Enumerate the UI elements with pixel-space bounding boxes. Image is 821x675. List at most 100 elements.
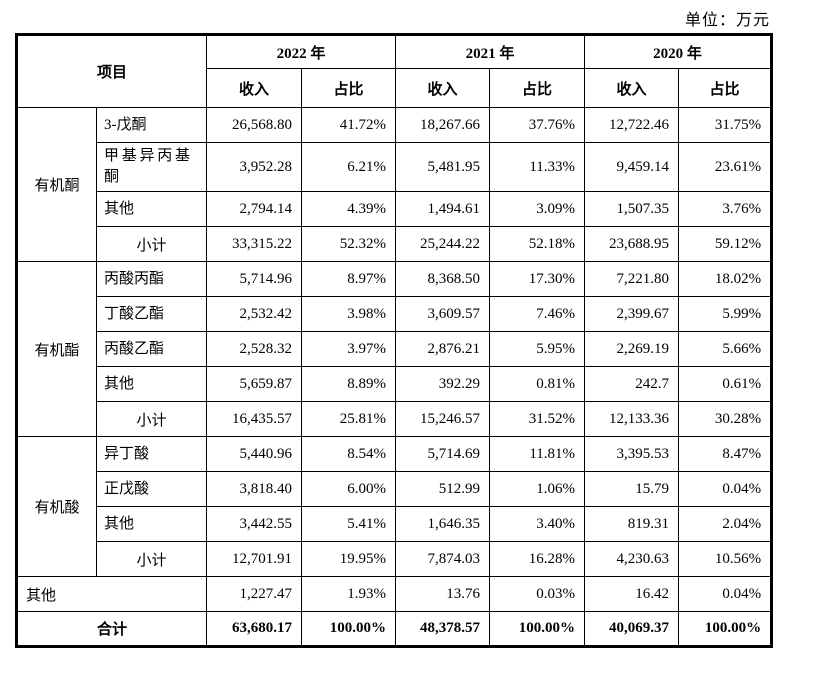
table-row: 其他 2,794.14 4.39% 1,494.61 3.09% 1,507.3… [17,191,773,227]
share-2020-cell: 10.56% [678,541,773,577]
share-2021-cell: 37.76% [489,107,586,143]
share-2020-cell: 2.04% [678,506,773,542]
subtotal-row: 小计 16,435.57 25.81% 15,246.57 31.52% 12,… [17,401,773,437]
share-2021-cell: 5.95% [489,331,586,367]
category-cell-esters: 有机酯 [16,261,97,437]
share-2022-cell: 6.00% [301,471,397,507]
revenue-2022-cell: 12,701.91 [206,541,303,577]
header-item: 项目 [15,34,208,108]
header-revenue-2020: 收入 [584,68,680,108]
revenue-2020-cell: 819.31 [584,506,680,542]
product-cell: 丙酸丙酯 [95,261,208,297]
share-2022-cell: 3.98% [301,296,397,332]
share-2021-cell: 3.40% [489,506,586,542]
header-year-2021: 2021 年 [395,34,586,69]
share-2020-cell: 0.61% [678,366,773,402]
revenue-2020-cell: 3,395.53 [584,436,680,472]
revenue-2020-cell: 2,399.67 [584,296,680,332]
product-cell: 异丁酸 [95,436,208,472]
other-row: 其他 1,227.47 1.93% 13.76 0.03% 16.42 0.04… [15,576,773,612]
unit-label: 单位：万元 [684,12,770,29]
revenue-2021-cell: 8,368.50 [395,261,491,297]
revenue-breakdown-table: 项目 2022 年 2021 年 2020 年 收入 占比 收入 占比 收入 占… [15,33,774,648]
share-2020-cell: 59.12% [678,226,773,262]
share-2020-cell: 23.61% [678,142,773,192]
header-revenue-2021: 收入 [395,68,491,108]
other-label-cell: 其他 [15,576,208,612]
product-cell: 3-戊酮 [95,107,208,143]
revenue-2020-cell: 2,269.19 [584,331,680,367]
revenue-2022-cell: 26,568.80 [206,107,303,143]
product-cell: 丁酸乙酯 [95,296,208,332]
share-2021-cell: 1.06% [489,471,586,507]
revenue-2021-cell: 48,378.57 [395,611,491,647]
revenue-2020-cell: 7,221.80 [584,261,680,297]
product-cell: 丙酸乙酯 [95,331,208,367]
table-row: 有机酮 3-戊酮 26,568.80 41.72% 18,267.66 37.7… [16,107,773,262]
share-2022-cell: 5.41% [301,506,397,542]
revenue-2021-cell: 25,244.22 [395,226,491,262]
revenue-2021-cell: 13.76 [395,576,491,612]
revenue-2022-cell: 63,680.17 [206,611,303,647]
header-row-subcolumns: 收入 占比 收入 占比 收入 占比 [17,68,773,108]
subtotal-label-cell: 小计 [95,401,208,437]
share-2022-cell: 41.72% [301,107,397,143]
share-2022-cell: 100.00% [301,611,397,647]
product-cell: 其他 [95,506,208,542]
revenue-2022-cell: 2,528.32 [206,331,303,367]
table-row: 丁酸乙酯 2,532.42 3.98% 3,609.57 7.46% 2,399… [17,296,773,332]
revenue-2021-cell: 392.29 [395,366,491,402]
share-2021-cell: 17.30% [489,261,586,297]
table-row: 丙酸乙酯 2,528.32 3.97% 2,876.21 5.95% 2,269… [17,331,773,367]
revenue-2022-cell: 16,435.57 [206,401,303,437]
category-cell-ketones: 有机酮 [16,107,97,262]
revenue-2021-cell: 512.99 [395,471,491,507]
share-2021-cell: 11.33% [489,142,586,192]
share-2020-cell: 3.76% [678,191,773,227]
share-2020-cell: 100.00% [678,611,773,647]
revenue-2020-cell: 23,688.95 [584,226,680,262]
share-2020-cell: 8.47% [678,436,773,472]
share-2022-cell: 8.89% [301,366,397,402]
header-share-2022: 占比 [301,68,397,108]
share-2020-cell: 31.75% [678,107,773,143]
share-2022-cell: 8.97% [301,261,397,297]
revenue-2022-cell: 2,794.14 [206,191,303,227]
subtotal-row: 小计 33,315.22 52.32% 25,244.22 52.18% 23,… [17,226,773,262]
revenue-2022-cell: 3,952.28 [206,142,303,192]
revenue-2021-cell: 2,876.21 [395,331,491,367]
revenue-2021-cell: 5,714.69 [395,436,491,472]
subtotal-label-cell: 小计 [95,541,208,577]
share-2022-cell: 3.97% [301,331,397,367]
revenue-2020-cell: 4,230.63 [584,541,680,577]
revenue-2021-cell: 15,246.57 [395,401,491,437]
table-row: 正戊酸 3,818.40 6.00% 512.99 1.06% 15.79 0.… [17,471,773,507]
header-year-2022: 2022 年 [206,34,397,69]
product-cell: 甲基异丙基酮 [95,142,208,192]
share-2022-cell: 6.21% [301,142,397,192]
table-row: 其他 3,442.55 5.41% 1,646.35 3.40% 819.31 … [17,506,773,542]
share-2020-cell: 18.02% [678,261,773,297]
subtotal-row: 小计 12,701.91 19.95% 7,874.03 16.28% 4,23… [17,541,773,577]
share-2021-cell: 0.03% [489,576,586,612]
subtotal-label-cell: 小计 [95,226,208,262]
revenue-2021-cell: 1,494.61 [395,191,491,227]
share-2020-cell: 5.66% [678,331,773,367]
share-2021-cell: 11.81% [489,436,586,472]
revenue-2020-cell: 9,459.14 [584,142,680,192]
revenue-2020-cell: 40,069.37 [584,611,680,647]
header-row-years: 项目 2022 年 2021 年 2020 年 [15,34,773,108]
share-2020-cell: 0.04% [678,576,773,612]
revenue-2022-cell: 1,227.47 [206,576,303,612]
revenue-2021-cell: 7,874.03 [395,541,491,577]
revenue-2022-cell: 5,714.96 [206,261,303,297]
revenue-2021-cell: 18,267.66 [395,107,491,143]
revenue-2022-cell: 3,442.55 [206,506,303,542]
header-share-2020: 占比 [678,68,773,108]
share-2022-cell: 8.54% [301,436,397,472]
share-2022-cell: 4.39% [301,191,397,227]
revenue-2020-cell: 15.79 [584,471,680,507]
share-2022-cell: 1.93% [301,576,397,612]
share-2020-cell: 5.99% [678,296,773,332]
table-row: 有机酯 丙酸丙酯 5,714.96 8.97% 8,368.50 17.30% … [16,261,773,437]
